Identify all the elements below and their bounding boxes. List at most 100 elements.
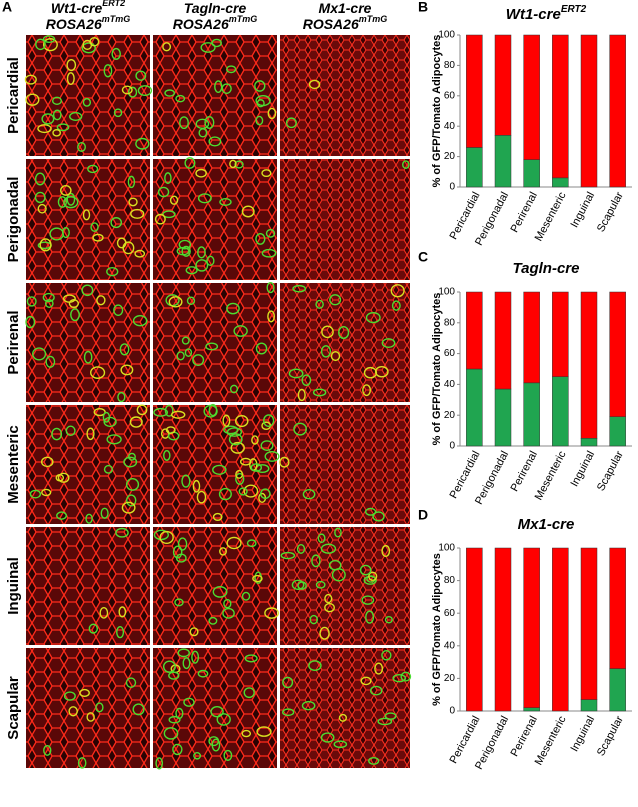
gfp-cell [181,474,191,488]
x-tick-label: Scapular [595,449,626,493]
gfp-cell [377,717,393,726]
gfp-cell [235,469,244,479]
bar-segment [580,547,598,700]
gfp-cell [222,607,235,619]
gfp-cell [61,226,70,239]
bar-segment [552,291,569,377]
gfp-cell [172,743,183,756]
gfp-cell [132,315,148,327]
gfp-cell [301,700,316,711]
gfp-cell [391,300,401,311]
gfp-cell [176,246,190,256]
bar-segment [466,368,483,447]
gfp-cell [219,198,232,206]
gfp-cell [255,115,264,126]
text-part: mTmG [229,14,258,24]
bar-segment [466,547,483,712]
y-tick-label: 60 [444,608,456,619]
gfp-cell [338,325,350,340]
gfp-cell [55,473,65,482]
gfp-cell [87,164,99,174]
x-tick-label: Inguinal [569,190,598,230]
gfp-cell [35,38,46,51]
gfp-cell [195,259,209,272]
y-tick-label: 20 [444,151,456,162]
gfp-cell [62,294,76,303]
y-tick-label: 60 [444,348,456,359]
gfp-cell [206,255,215,267]
panel-letter: B [418,0,428,15]
gfp-cell [115,527,129,538]
text-part: Wt1-cre [51,0,103,16]
y-tick-label: 40 [444,640,456,651]
gfp-cell [134,249,146,258]
row-label: Mesenteric [5,425,22,503]
bar-segment [523,707,540,712]
gfp-cell [255,342,268,355]
gfp-cell [280,551,296,560]
gfp-cell [127,86,138,98]
gfp-cell [79,688,90,697]
text-part: Mx1-cre [518,516,575,533]
text-part: mTmG [102,14,131,24]
gfp-cell [291,579,305,591]
bar-segment [580,699,598,712]
gfp-cell [191,650,200,664]
gfp-cell [261,248,277,258]
gfp-cell [70,308,80,322]
gfp-cell [282,676,294,689]
gfp-cell [29,489,42,499]
gfp-cell [381,338,396,349]
gfp-cell [42,292,55,303]
gfp-cell [132,703,145,716]
column-header: Wt1-creERT2 [51,0,125,16]
gfp-cell [365,610,375,624]
bar-segment [494,547,512,712]
gfp-cell [163,450,171,461]
gfp-cell [267,310,276,323]
gfp-cell [113,304,124,316]
gfp-cell [88,623,99,634]
gfp-cell [137,85,153,97]
gfp-cell [241,205,255,218]
gfp-cell [25,315,36,329]
gfp-cell [155,757,164,770]
gfp-cell [226,302,240,315]
x-tick-label: Perirenal [509,449,540,494]
gfp-cell [66,192,76,206]
x-tick-label: Inguinal [569,449,598,489]
gfp-cell [125,478,140,491]
gfp-cell [198,128,208,138]
gfp-cell [172,545,183,559]
gfp-cell [390,284,405,298]
gfp-cell [392,673,407,683]
micrograph [280,405,410,524]
gfp-cell [136,404,148,416]
micrograph [153,159,277,280]
y-tick-label: 20 [444,410,456,421]
gfp-cell [241,591,251,601]
gfp-cell [121,501,136,514]
gfp-cell [34,172,46,186]
gfp-cell [285,117,297,129]
gfp-cell [168,715,181,724]
gfp-cell [183,697,195,707]
gfp-cell [244,654,258,663]
gfp-cell [402,160,410,169]
gfp-cell [260,440,274,451]
text-part: Tagln-cre [184,0,247,16]
micrograph [26,405,150,524]
gfp-cell [26,296,37,307]
y-tick-label: 80 [444,575,456,586]
gfp-cell [100,507,109,519]
gfp-cell [251,435,259,445]
gfp-cell [238,487,248,496]
gfp-cell [113,108,123,118]
gfp-cell [333,740,348,749]
gfp-cell [229,159,237,169]
gfp-cell [292,284,307,293]
gfp-cell [37,124,52,134]
gfp-cell [56,123,70,132]
gfp-cell [122,241,135,255]
gfp-cell [153,407,169,417]
